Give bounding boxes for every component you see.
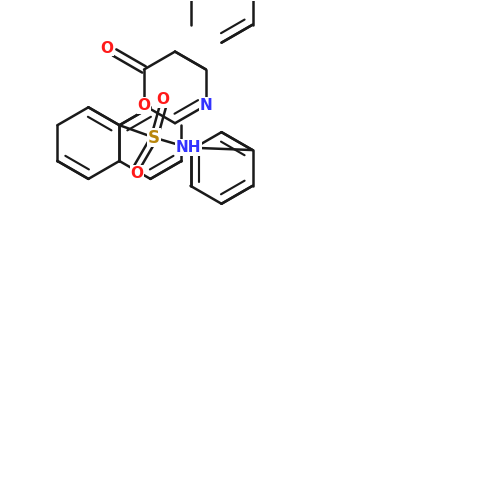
Text: O: O: [138, 98, 150, 113]
Text: N: N: [200, 98, 212, 113]
Text: O: O: [100, 40, 114, 56]
Text: NH: NH: [176, 140, 201, 155]
Text: O: O: [100, 40, 114, 56]
Text: S: S: [148, 128, 160, 146]
Text: S: S: [148, 128, 160, 146]
Text: O: O: [156, 92, 170, 107]
Text: O: O: [130, 166, 143, 181]
Text: O: O: [156, 92, 170, 107]
Text: NH: NH: [176, 140, 201, 155]
Text: N: N: [200, 98, 212, 113]
Text: O: O: [130, 166, 143, 181]
Text: O: O: [138, 98, 150, 113]
